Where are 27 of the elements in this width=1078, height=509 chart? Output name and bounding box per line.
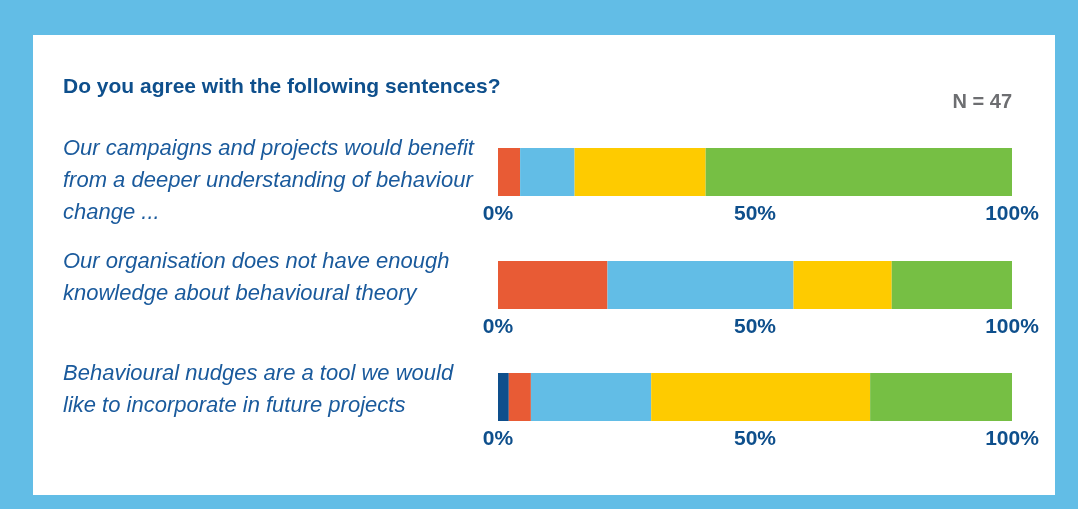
text: 100% bbox=[985, 200, 1039, 224]
bar bbox=[793, 260, 892, 309]
bar bbox=[520, 148, 575, 196]
bar bbox=[498, 148, 521, 196]
bar bbox=[574, 148, 706, 196]
x-tick-label: 100% bbox=[985, 425, 1040, 449]
bar bbox=[498, 260, 608, 309]
text: 50% bbox=[733, 313, 777, 337]
bar bbox=[705, 148, 1012, 196]
y-tick-label: Behavioural nudges are a tool we would like to incorporate in future projects bbox=[63, 359, 455, 419]
y-tick-label: Our organisation does not have enough knowledge about behavioural theory bbox=[63, 246, 451, 307]
x-tick-label: 50% bbox=[733, 425, 777, 449]
bar bbox=[651, 373, 871, 421]
y-tick-label: Our campaigns and projects would benefit from a deeper understanding of behaviour change ... bbox=[63, 134, 476, 226]
text: Do you agree with the following sentences? bbox=[63, 74, 501, 98]
text: N = 47 bbox=[952, 90, 1012, 113]
x-tick-label: 0% bbox=[482, 425, 514, 449]
text: 0% bbox=[482, 313, 514, 337]
bar bbox=[607, 260, 794, 309]
bar bbox=[508, 373, 531, 421]
bar bbox=[891, 260, 1012, 309]
bar bbox=[870, 373, 1012, 421]
text: 0% bbox=[482, 200, 514, 224]
text: 100% bbox=[985, 313, 1039, 337]
bar bbox=[530, 373, 652, 421]
text: 50% bbox=[733, 200, 777, 224]
bar bbox=[498, 373, 509, 421]
